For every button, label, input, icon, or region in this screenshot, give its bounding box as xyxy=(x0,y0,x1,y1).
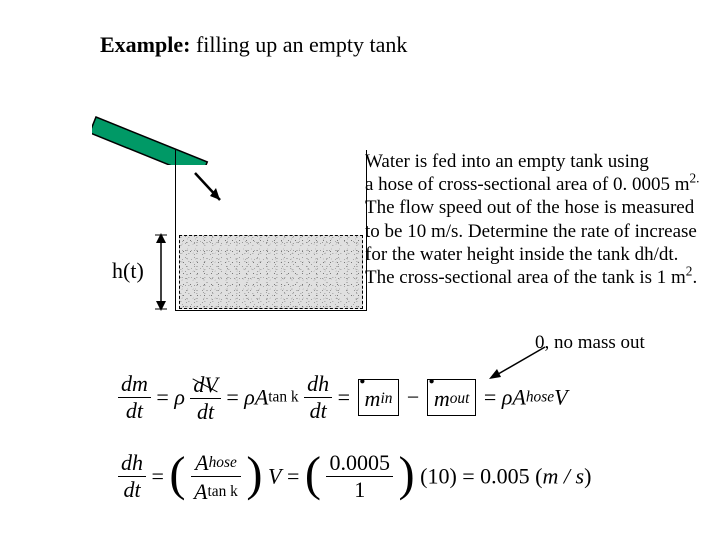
frac-dh-dt-2: dh dt xyxy=(118,450,146,503)
title-rest: filling up an empty tank xyxy=(190,32,407,57)
water-fill xyxy=(179,235,363,309)
problem-line-3: The flow speed out of the hose is measur… xyxy=(365,196,699,219)
m-dot-out-box: ●mout xyxy=(427,379,477,417)
frac-numeric: 0.0005 1 xyxy=(326,450,393,503)
right-paren-icon: ) xyxy=(398,454,414,495)
problem-line-6: The cross-sectional area of the tank is … xyxy=(365,266,699,289)
frac-Ahose-Atank: Ahose Atan k xyxy=(191,448,241,505)
slide-title: Example: filling up an empty tank xyxy=(100,32,407,58)
left-paren-icon: ( xyxy=(305,454,321,495)
height-dimension-icon xyxy=(153,233,173,313)
tank-diagram xyxy=(80,120,340,320)
equation-dh-dt-result: dh dt = ( Ahose Atan k ) V = ( 0.0005 1 … xyxy=(118,448,591,505)
flow-arrow-icon xyxy=(190,168,240,218)
problem-statement: Water is fed into an empty tank using a … xyxy=(365,150,699,289)
problem-line-2: a hose of cross-sectional area of 0. 000… xyxy=(365,173,699,196)
problem-line-5: for the water height inside the tank dh/… xyxy=(365,243,699,266)
problem-line-4: to be 10 m/s. Determine the rate of incr… xyxy=(365,220,699,243)
left-paren-icon: ( xyxy=(169,454,185,495)
frac-dV-dt: dV dt xyxy=(190,370,220,425)
equation-mass-balance: dm dt = ρ dV dt = ρAtan k dh dt = ●min −… xyxy=(118,370,568,425)
frac-dh-dt-1: dh dt xyxy=(304,371,332,424)
title-bold: Example: xyxy=(100,32,190,57)
m-dot-in-box: ●min xyxy=(358,379,400,417)
frac-dm-dt: dm dt xyxy=(118,371,151,424)
right-paren-icon: ) xyxy=(246,454,262,495)
height-label: h(t) xyxy=(112,258,144,284)
problem-line-1: Water is fed into an empty tank using xyxy=(365,150,699,173)
